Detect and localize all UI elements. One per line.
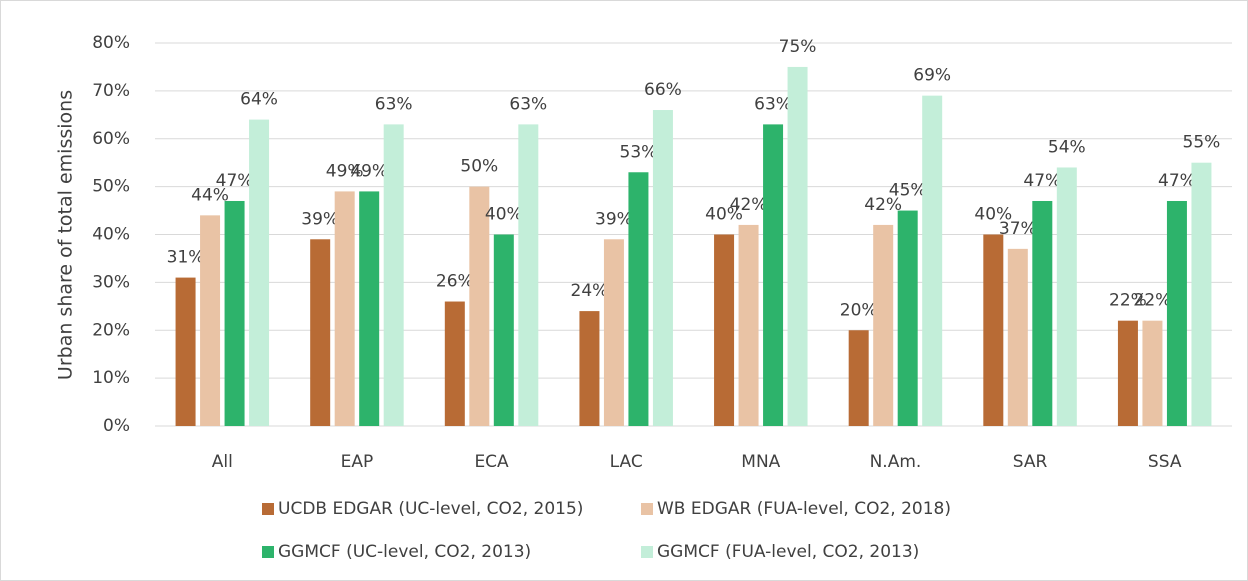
data-label: 31% <box>167 248 205 268</box>
x-tick-label: EAP <box>341 452 374 472</box>
data-label: 22% <box>1134 291 1172 311</box>
x-tick-label: N.Am. <box>870 452 922 472</box>
data-label: 49% <box>350 161 388 181</box>
legend-swatch <box>262 503 274 515</box>
bar <box>1166 200 1187 426</box>
bar <box>1117 320 1138 426</box>
bar <box>1056 167 1077 426</box>
legend-label: UCDB EDGAR (UC-level, CO2, 2015) <box>278 499 583 519</box>
data-label: 39% <box>595 209 633 229</box>
data-label: 50% <box>460 157 498 177</box>
data-label: 47% <box>1023 171 1061 191</box>
x-tick-label: LAC <box>610 452 643 472</box>
y-tick-label: 10% <box>92 368 130 388</box>
y-tick-label: 80% <box>92 33 130 53</box>
bar <box>714 234 735 426</box>
legend-swatch <box>641 546 653 558</box>
data-label: 37% <box>999 219 1037 239</box>
bar <box>922 95 943 426</box>
data-label: 39% <box>301 209 339 229</box>
data-label: 42% <box>864 195 902 215</box>
x-tick-label: SAR <box>1013 452 1048 472</box>
bar <box>359 191 380 426</box>
x-tick-label: All <box>212 452 233 472</box>
data-label: 63% <box>754 94 792 114</box>
data-label: 63% <box>509 94 547 114</box>
bar <box>383 124 404 426</box>
data-label: 20% <box>840 300 878 320</box>
data-label: 63% <box>375 94 413 114</box>
data-label: 55% <box>1183 133 1221 153</box>
data-label: 40% <box>974 205 1012 225</box>
legend-label: GGMCF (UC-level, CO2, 2013) <box>278 542 531 562</box>
data-label: 47% <box>1158 171 1196 191</box>
bar <box>444 301 465 426</box>
y-tick-label: 30% <box>92 272 130 292</box>
bar <box>579 311 600 426</box>
data-label: 64% <box>240 90 278 110</box>
bar <box>897 210 918 426</box>
legend-label: GGMCF (FUA-level, CO2, 2013) <box>657 542 919 562</box>
y-tick-label: 60% <box>92 129 130 149</box>
data-label: 42% <box>730 195 768 215</box>
bar <box>628 172 649 426</box>
y-axis-label: Urban share of total emissions <box>55 90 77 380</box>
bar <box>652 110 673 427</box>
bar <box>1032 200 1053 426</box>
data-label: 75% <box>779 37 817 57</box>
x-tick-label: MNA <box>741 452 780 472</box>
bar <box>200 215 221 426</box>
legend-swatch <box>641 503 653 515</box>
bar <box>763 124 784 426</box>
y-tick-label: 70% <box>92 81 130 101</box>
bar <box>1142 320 1163 426</box>
y-tick-label: 40% <box>92 225 130 245</box>
bar <box>175 277 196 426</box>
bar <box>1191 162 1212 426</box>
data-label: 66% <box>644 80 682 100</box>
data-label: 24% <box>571 281 609 301</box>
y-tick-label: 20% <box>92 320 130 340</box>
x-tick-label: SSA <box>1148 452 1182 472</box>
bar <box>518 124 539 426</box>
bar <box>873 224 894 426</box>
y-tick-label: 0% <box>103 416 130 436</box>
bar <box>249 119 270 426</box>
legend-label: WB EDGAR (FUA-level, CO2, 2018) <box>657 499 951 519</box>
data-label: 26% <box>436 272 474 292</box>
data-label: 40% <box>705 205 743 225</box>
bar <box>493 234 514 426</box>
bar <box>738 224 759 426</box>
data-label: 44% <box>191 185 229 205</box>
data-label: 54% <box>1048 137 1086 157</box>
bar <box>310 239 331 426</box>
y-tick-label: 50% <box>92 177 130 197</box>
x-tick-label: ECA <box>474 452 509 472</box>
data-label: 22% <box>1109 291 1147 311</box>
data-label: 69% <box>913 66 951 86</box>
bar <box>787 66 808 426</box>
data-label: 40% <box>485 205 523 225</box>
bar <box>224 200 245 426</box>
data-label: 47% <box>216 171 254 191</box>
data-label: 53% <box>620 142 658 162</box>
bar <box>848 330 869 426</box>
bar <box>603 239 624 426</box>
data-label: 45% <box>889 181 927 201</box>
bar <box>334 191 355 426</box>
bar <box>1007 248 1028 426</box>
bar <box>469 186 490 426</box>
data-label: 49% <box>326 161 364 181</box>
bar <box>983 234 1004 426</box>
legend-swatch <box>262 546 274 558</box>
